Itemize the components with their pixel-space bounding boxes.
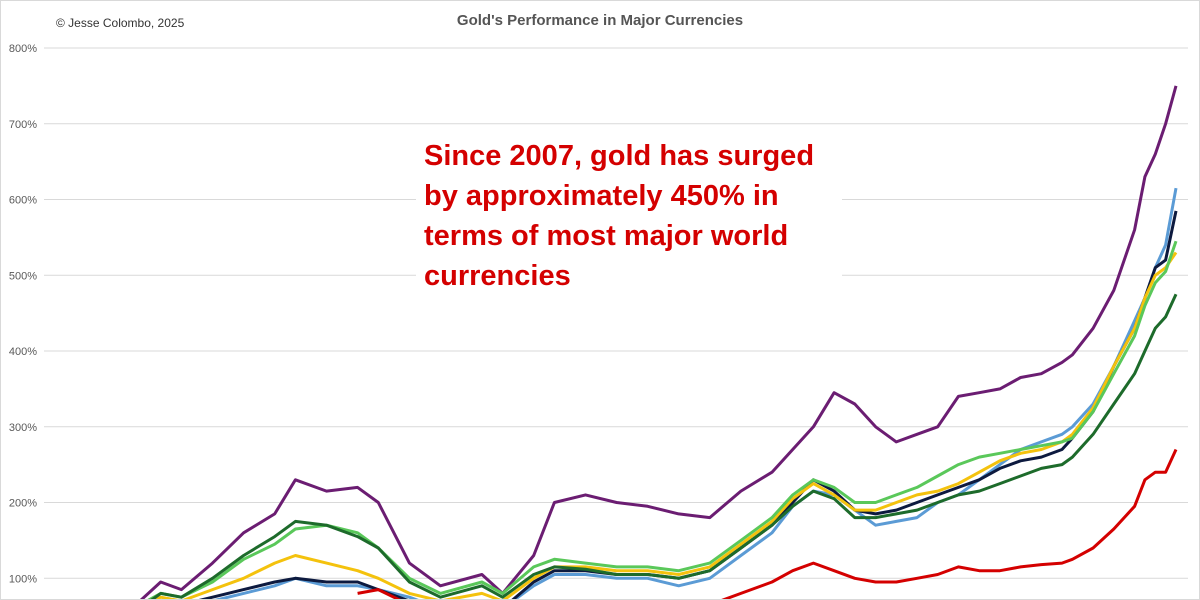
y-tick-label: 800% — [9, 43, 37, 55]
chart-annotation: Since 2007, gold has surged by approxima… — [416, 134, 842, 298]
series-lines — [138, 85, 1178, 600]
chart-title: Gold's Performance in Major Currencies — [456, 12, 744, 29]
series-line-2 — [159, 187, 1178, 600]
y-axis-ticks: 100% 200% 300% 400% 500% 600% 700% 800% — [9, 43, 37, 585]
y-tick-label: 700% — [9, 119, 37, 131]
y-tick-label: 300% — [9, 422, 37, 434]
y-tick-label: 100% — [9, 573, 37, 585]
y-tick-label: 200% — [9, 498, 37, 510]
series-line-7 — [357, 448, 1178, 600]
y-tick-label: 600% — [9, 195, 37, 207]
series-line-6 — [149, 293, 1178, 600]
gridlines — [44, 47, 1188, 579]
y-tick-label: 500% — [9, 270, 37, 282]
series-line-4 — [152, 251, 1178, 600]
copyright-text: © Jesse Colombo, 2025 — [56, 16, 185, 30]
series-line-1 — [138, 85, 1178, 600]
y-tick-label: 400% — [9, 346, 37, 358]
